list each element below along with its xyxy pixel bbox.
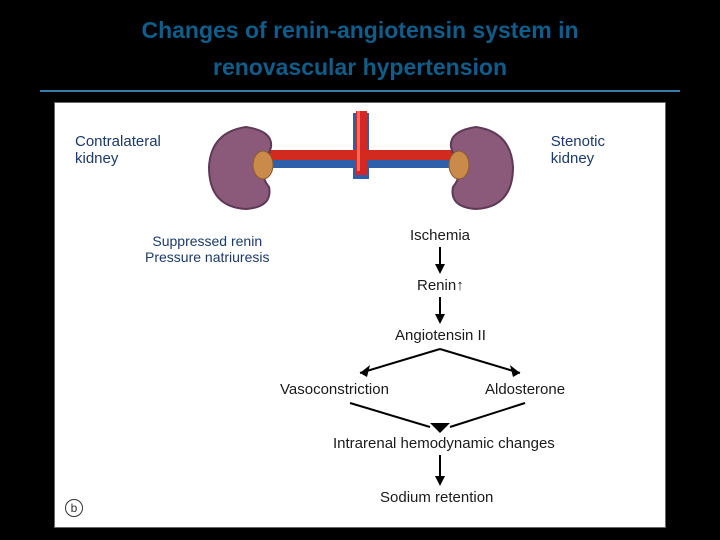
left-note-l2: Pressure natriuresis [145, 249, 270, 265]
converge-arrows [310, 399, 570, 439]
left-kidney-label-l1: Contralateral [75, 133, 161, 150]
right-kidney-label: Stenotic kidney [551, 133, 605, 168]
arrow-stem-5 [439, 455, 441, 477]
arrow-head-2 [435, 314, 445, 324]
step-angiotensin: Angiotensin II [395, 327, 486, 344]
right-kidney-label-l1: Stenotic [551, 133, 605, 150]
left-note: Suppressed renin Pressure natriuresis [145, 233, 270, 265]
kidneys-illustration [191, 107, 531, 227]
step-vasoconstriction: Vasoconstriction [280, 381, 389, 398]
diagram-panel: Contralateral kidney Stenotic kidney Sup… [54, 102, 666, 528]
left-kidney-label-l2: kidney [75, 150, 118, 167]
arrow-head-5 [435, 476, 445, 486]
corner-label: b [65, 499, 83, 517]
step-renin: Renin↑ [417, 277, 464, 294]
arrow-stem-2 [439, 297, 441, 315]
title-line2: renovascular hypertension [20, 49, 700, 86]
step-intrarenal: Intrarenal hemodynamic changes [333, 435, 555, 452]
left-note-l1: Suppressed renin [152, 233, 262, 249]
arrow-head-1 [435, 264, 445, 274]
step-ischemia: Ischemia [410, 227, 470, 244]
title-line1: Changes of renin-angiotensin system in [20, 12, 700, 49]
right-kidney-label-l2: kidney [551, 150, 594, 167]
title-underline [40, 90, 680, 92]
title-bar: Changes of renin-angiotensin system in r… [0, 0, 720, 100]
step-aldosterone: Aldosterone [485, 381, 565, 398]
step-sodium: Sodium retention [380, 489, 493, 506]
left-kidney-label: Contralateral kidney [75, 133, 161, 168]
arrow-stem-1 [439, 247, 441, 265]
